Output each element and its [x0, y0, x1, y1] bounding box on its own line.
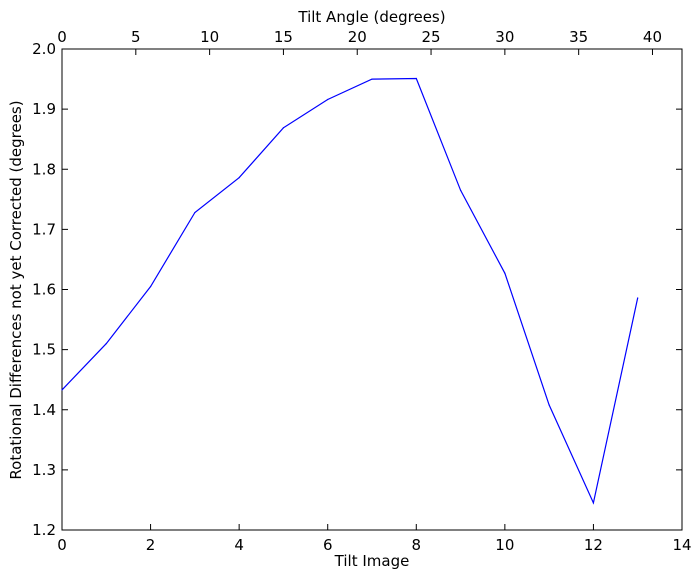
data-point	[105, 343, 107, 345]
top-x-tick-label: 30	[495, 28, 514, 46]
x-tick-label: 2	[146, 536, 156, 554]
y-tick-label: 1.8	[32, 160, 56, 178]
top-x-tick-label: 25	[422, 28, 441, 46]
top-x-axis-label: Tilt Angle (degrees)	[297, 8, 445, 26]
y-tick-label: 1.5	[32, 341, 56, 359]
y-tick-label: 1.2	[32, 521, 56, 539]
data-point	[194, 211, 196, 214]
top-x-tick-label: 15	[274, 28, 293, 46]
y-tick-label: 1.9	[32, 100, 56, 118]
top-x-tick-label: 20	[348, 28, 367, 46]
x-tick-label: 10	[495, 536, 514, 554]
x-tick-label: 0	[57, 536, 67, 554]
x-tick-label: 12	[584, 536, 603, 554]
x-tick-label: 8	[412, 536, 422, 554]
bottom-x-axis: 0 2 4 6 8 10 12 14	[57, 524, 692, 554]
y-tick-label: 1.3	[32, 461, 56, 479]
data-point	[327, 98, 329, 101]
data-point	[371, 78, 373, 80]
data-point	[282, 127, 285, 129]
data-point	[548, 404, 550, 406]
left-y-axis: 1.2 1.3 1.4 1.5 1.6 1.7 1.8 1.9 2.0	[32, 40, 682, 539]
data-point	[459, 189, 462, 191]
top-x-tick-label: 5	[131, 28, 141, 46]
top-x-tick-label: 0	[57, 28, 67, 46]
plot-area	[61, 48, 683, 531]
top-x-tick-label: 35	[569, 28, 588, 46]
data-point	[149, 285, 152, 288]
data-point	[504, 272, 506, 274]
y-tick-label: 1.7	[32, 220, 56, 238]
series-line	[61, 77, 639, 505]
top-x-axis: 0 5 10 15 20 25 30 35 40	[57, 28, 662, 55]
top-x-tick-label: 40	[643, 28, 662, 46]
x-tick-label: 14	[672, 536, 691, 554]
top-x-tick-label: 10	[200, 28, 219, 46]
data-point	[238, 177, 240, 179]
y-tick-label: 2.0	[32, 40, 56, 58]
y-tick-label: 1.6	[32, 281, 56, 299]
data-point	[592, 502, 595, 504]
y-axis-label: Rotational Differences not yet Corrected…	[7, 100, 25, 479]
plot-frame	[61, 48, 683, 531]
x-tick-label: 4	[234, 536, 244, 554]
x-axis-label: Tilt Image	[334, 552, 410, 570]
y-tick-label: 1.4	[32, 401, 56, 419]
data-point	[637, 297, 639, 299]
data-point	[61, 389, 63, 391]
x-tick-label: 6	[323, 536, 333, 554]
data-point	[415, 77, 417, 80]
